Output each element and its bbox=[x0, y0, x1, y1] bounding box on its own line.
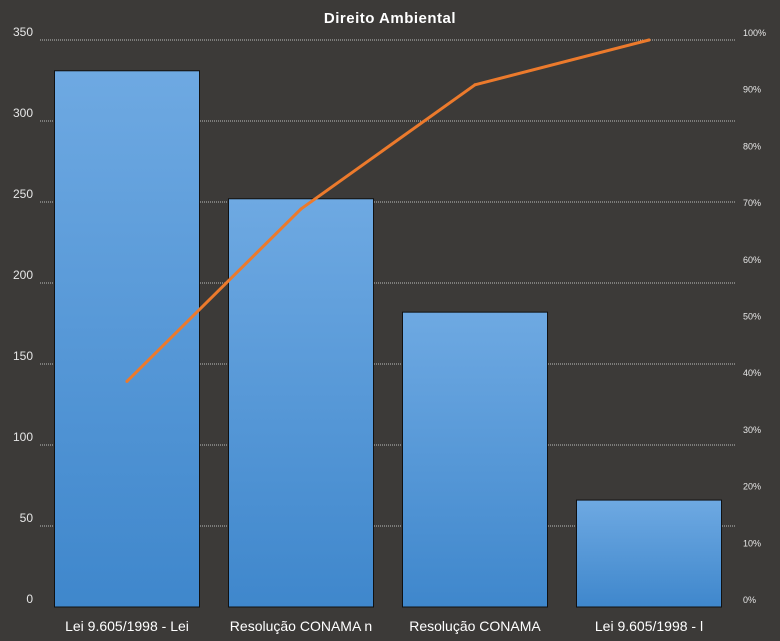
y2-tick-label: 50% bbox=[743, 312, 761, 322]
bars bbox=[54, 70, 722, 608]
line-point bbox=[647, 38, 651, 42]
line-point bbox=[125, 379, 129, 383]
bar bbox=[54, 70, 200, 608]
y-tick-label: 150 bbox=[13, 349, 33, 363]
y2-tick-label: 90% bbox=[743, 85, 761, 95]
y-tick-label: 100 bbox=[13, 430, 33, 444]
bar bbox=[576, 499, 722, 608]
y-tick-label: 0 bbox=[26, 592, 33, 606]
y2-tick-label: 20% bbox=[743, 482, 761, 492]
x-tick-label: Lei 9.605/1998 - Lei bbox=[65, 618, 189, 634]
x-tick-label: Resolução CONAMA n bbox=[230, 618, 372, 634]
left-axis: 0 50 100 150 200 250 300 350 bbox=[13, 25, 33, 606]
x-axis: Lei 9.605/1998 - Lei Resolução CONAMA n Re… bbox=[65, 618, 703, 634]
y2-tick-label: 40% bbox=[743, 368, 761, 378]
line-point bbox=[473, 83, 477, 87]
line-point bbox=[299, 207, 303, 211]
right-axis: 0% 10% 20% 30% 40% 50% 60% 70% 80% 90% 100% bbox=[743, 28, 766, 605]
cumulative-line bbox=[125, 38, 651, 383]
cumulative-series bbox=[125, 38, 651, 383]
y2-tick-label: 80% bbox=[743, 141, 761, 151]
bar bbox=[228, 198, 374, 608]
y2-tick-label: 30% bbox=[743, 425, 761, 435]
y2-tick-label: 0% bbox=[743, 595, 756, 605]
y2-tick-label: 60% bbox=[743, 255, 761, 265]
y-tick-label: 350 bbox=[13, 25, 33, 39]
y-tick-label: 250 bbox=[13, 187, 33, 201]
y2-tick-label: 70% bbox=[743, 198, 761, 208]
bar bbox=[402, 311, 548, 608]
x-tick-label: Resolução CONAMA bbox=[409, 618, 541, 634]
x-tick-label: Lei 9.605/1998 - l bbox=[595, 618, 703, 634]
y2-tick-label: 100% bbox=[743, 28, 766, 38]
chart-title: Direito Ambiental bbox=[324, 10, 456, 27]
y-tick-label: 200 bbox=[13, 268, 33, 282]
y2-tick-label: 10% bbox=[743, 538, 761, 548]
y-tick-label: 300 bbox=[13, 106, 33, 120]
y-tick-label: 50 bbox=[20, 511, 34, 525]
